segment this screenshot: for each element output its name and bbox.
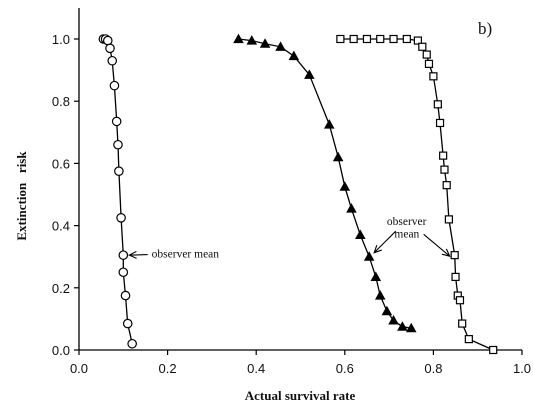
arrow-observer-mean-triangles (373, 230, 397, 254)
data-point (118, 267, 129, 278)
y-tick-label: 0.8 (52, 94, 70, 109)
annotation-observer-right: observer (387, 216, 427, 228)
data-point (363, 251, 375, 261)
data-point (442, 181, 451, 190)
y-tick-label: 0.4 (52, 219, 70, 234)
series-layer (98, 33, 498, 355)
data-point (304, 69, 315, 79)
series-2 (336, 34, 498, 355)
arrow-observer-mean-squares (423, 233, 451, 257)
series-line (340, 38, 494, 351)
data-point (122, 318, 133, 329)
annotation-mean-right: mean (394, 228, 419, 240)
data-point (120, 290, 131, 301)
data-point (418, 42, 427, 51)
data-point (464, 335, 473, 344)
data-point (233, 33, 244, 44)
data-point (424, 59, 434, 68)
data-point (336, 34, 345, 44)
data-point (374, 290, 386, 300)
panel-label: b) (478, 19, 492, 38)
data-point (127, 338, 137, 349)
data-point (376, 34, 385, 44)
data-point (259, 38, 271, 48)
axes: 0.0 0.2 0.4 0.6 0.8 1.0 0.0 0.2 0.4 0.6 0.8 1.0 (52, 8, 531, 376)
annotation-observer-mean-left: observer mean (152, 249, 220, 261)
series-0 (98, 34, 137, 349)
data-point (388, 315, 399, 325)
x-tick-label: 1.0 (513, 361, 531, 376)
data-point (105, 43, 115, 54)
y-tick-label: 0.2 (52, 281, 70, 296)
data-point (402, 34, 411, 44)
data-point (397, 321, 408, 331)
data-point (355, 229, 366, 240)
data-point (439, 151, 448, 160)
data-point (288, 50, 300, 61)
data-point (324, 119, 335, 129)
data-point (440, 165, 449, 174)
y-tick-label: 1.0 (52, 32, 70, 47)
data-point (362, 34, 372, 44)
data-point (370, 271, 382, 281)
data-point (114, 166, 124, 176)
y-tick-label: 0.0 (52, 343, 70, 358)
data-point (246, 35, 258, 45)
data-point (489, 345, 498, 355)
data-point (118, 250, 129, 260)
data-point (451, 272, 460, 282)
x-tick-label: 0.0 (70, 361, 88, 376)
series-line (238, 38, 412, 329)
data-point (429, 72, 438, 81)
data-point (413, 36, 422, 45)
data-point (113, 139, 123, 150)
data-point (102, 35, 113, 46)
data-point (389, 34, 398, 44)
data-point (339, 181, 351, 191)
arrow-observer-mean-left (128, 250, 148, 259)
data-point (458, 319, 467, 328)
x-tick-label: 0.6 (336, 361, 354, 376)
y-axis-title: Extinction risk (14, 151, 29, 241)
series-1 (233, 33, 417, 333)
x-tick-label: 0.8 (424, 361, 442, 376)
x-tick-label: 0.2 (159, 361, 177, 376)
data-point (450, 251, 459, 260)
data-point (444, 215, 454, 224)
data-point (422, 50, 431, 59)
data-point (435, 118, 445, 128)
data-point (332, 151, 344, 162)
x-axis-title: Actual survival rate (245, 388, 356, 403)
y-tick-label: 0.6 (52, 156, 70, 171)
data-point (405, 322, 417, 333)
data-point (111, 116, 122, 127)
data-point (455, 296, 465, 305)
data-point (275, 41, 286, 51)
data-point (346, 203, 357, 213)
data-point (109, 80, 120, 91)
data-point (349, 34, 358, 44)
data-point (107, 55, 118, 66)
data-point (381, 305, 393, 316)
data-point (433, 100, 442, 109)
data-point (116, 213, 126, 223)
x-tick-label: 0.4 (247, 361, 265, 376)
